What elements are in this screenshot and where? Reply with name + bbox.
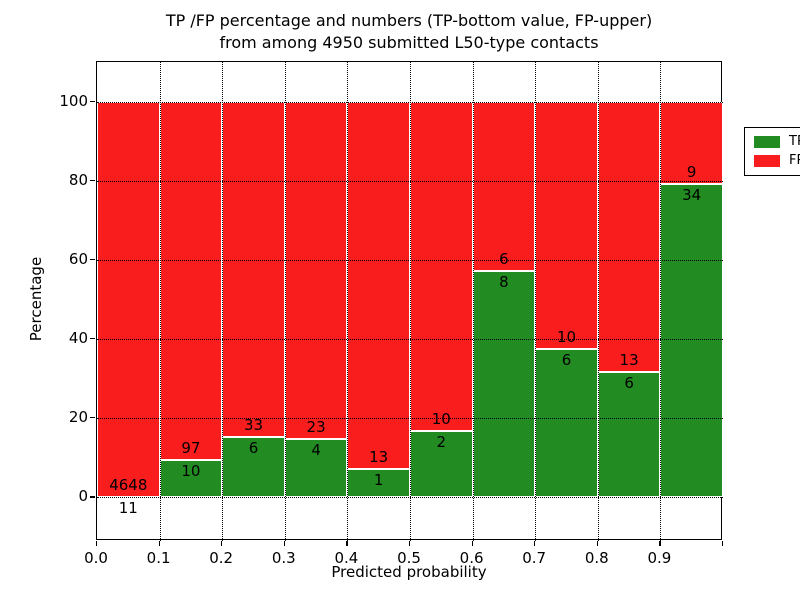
tp-bar-segment (535, 349, 598, 498)
y-tick-mark (90, 417, 95, 419)
tp-legend-label: TP (789, 134, 800, 149)
x-tick-mark (346, 541, 348, 546)
y-tick-mark (90, 496, 95, 498)
tp-bar-segment (660, 184, 723, 498)
x-tick-label: 0.2 (209, 549, 234, 567)
fp-bar-segment (535, 101, 598, 349)
x-tick-label: 0.7 (522, 549, 547, 567)
chart-title-line1: TP /FP percentage and numbers (TP-bottom… (165, 11, 653, 30)
y-axis-label: Percentage (27, 256, 45, 342)
fp-bar-segment (97, 101, 160, 497)
legend-row-tp: TP (745, 135, 800, 149)
y-tick-label: 60 (68, 249, 88, 268)
fp-bar-segment (222, 101, 285, 437)
tp-bar-segment (284, 438, 348, 498)
x-tick-mark (158, 541, 160, 546)
x-tick-mark (722, 541, 724, 546)
x-gridline (222, 62, 224, 541)
x-gridline (660, 62, 662, 541)
y-tick-mark (90, 100, 95, 102)
x-gridline (284, 62, 286, 541)
y-tick-mark (90, 338, 95, 340)
x-axis-label: Predicted probability (331, 563, 487, 581)
x-gridline (535, 62, 537, 541)
tp-bar-segment (597, 372, 661, 498)
y-tick-label: 40 (68, 329, 88, 348)
x-tick-mark (409, 541, 411, 546)
fp-bar-segment (410, 101, 473, 432)
x-tick-mark (659, 541, 661, 546)
fp-bar-segment (347, 101, 410, 470)
chart-title: TP /FP percentage and numbers (TP-bottom… (96, 10, 722, 54)
x-tick-mark (534, 541, 536, 546)
x-tick-label: 0.8 (584, 549, 609, 567)
x-tick-label: 0.9 (647, 549, 672, 567)
legend-row-fp: FP (745, 154, 800, 168)
plot-canvas: 4648 11 97 10 33 6 23 4 13 1 10 2 6 8 10 6 13 6 9 34 (97, 62, 723, 541)
tp-bar-segment (222, 436, 285, 498)
fp-bar-segment (660, 101, 723, 185)
x-tick-label: 0.4 (334, 549, 359, 567)
fp-legend-label: FP (789, 153, 800, 168)
legend: TP FP (744, 127, 800, 176)
x-gridline (159, 62, 161, 541)
x-gridline (410, 62, 411, 541)
y-tick-label: 100 (59, 91, 88, 110)
x-tick-mark (96, 541, 98, 546)
y-tick-mark (90, 258, 95, 261)
x-tick-mark (221, 541, 223, 546)
chart-title-line2: from among 4950 submitted L50-type conta… (219, 33, 599, 52)
fp-bar-segment (597, 101, 661, 373)
tp-bar-segment (347, 469, 410, 498)
tp-legend-swatch (754, 136, 780, 148)
tp-count-label: 11 (118, 498, 138, 517)
y-tick-mark (90, 179, 95, 181)
fp-bar-segment (472, 101, 536, 272)
tp-bar-segment (472, 271, 536, 498)
x-tick-label: 0.5 (397, 549, 421, 567)
x-tick-label: 0.6 (459, 549, 484, 567)
fp-legend-swatch (754, 155, 780, 167)
x-tick-mark (283, 541, 285, 546)
x-gridline (472, 62, 474, 541)
y-tick-label: 0 (78, 487, 88, 506)
fp-bar-segment (284, 101, 348, 439)
fp-bar-segment (159, 101, 223, 461)
x-tick-mark (596, 541, 598, 546)
x-tick-label: 0.1 (146, 549, 171, 567)
tp-bar-segment (159, 460, 223, 498)
x-tick-label: 0.3 (271, 549, 296, 567)
y-tick-label: 80 (68, 170, 88, 189)
x-tick-mark (471, 541, 473, 546)
x-gridline (597, 62, 599, 541)
x-tick-label: 0.0 (84, 549, 108, 567)
y-tick-label: 20 (68, 408, 88, 427)
x-gridline (347, 62, 349, 541)
tp-bar-segment (410, 431, 473, 498)
